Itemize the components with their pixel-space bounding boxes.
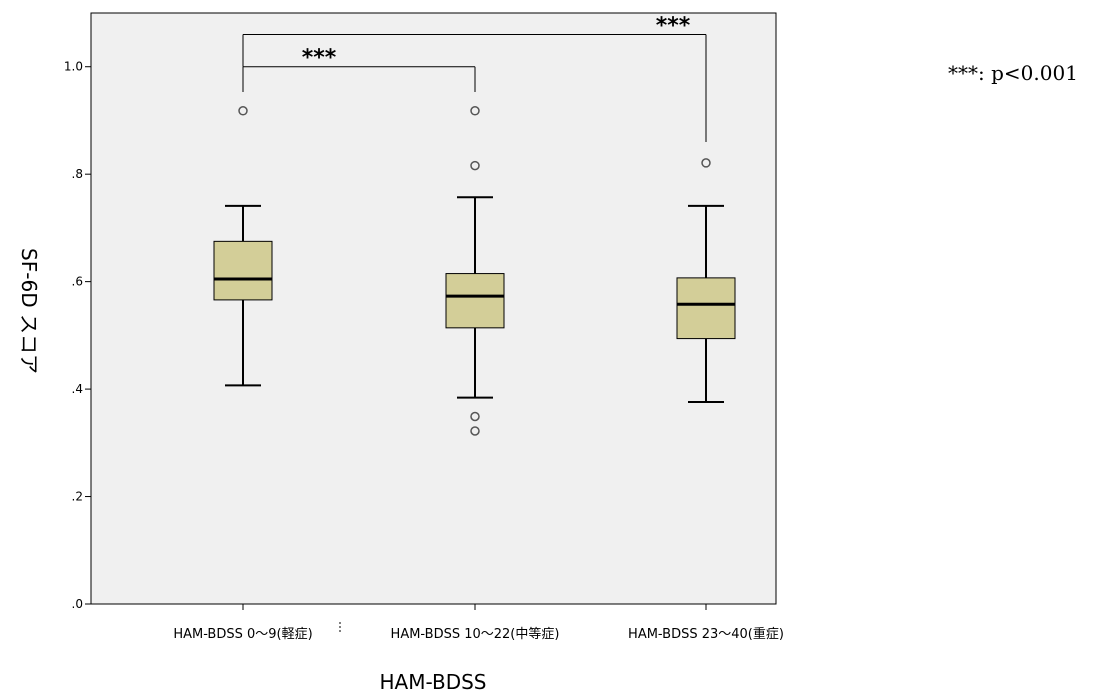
y-tick-label: .4 xyxy=(72,382,83,396)
iqr-box xyxy=(445,273,505,329)
significance-bracket-1: *** xyxy=(242,46,476,92)
significance-note: ***: p<0.001 xyxy=(948,61,1078,85)
significance-label: *** xyxy=(656,13,691,38)
x-axis-title: HAM-BDSS xyxy=(380,670,487,694)
x-category-label: HAM-BDSS 23〜40(重症) xyxy=(628,626,784,642)
y-tick-label: .0 xyxy=(72,597,83,611)
y-tick-label: .8 xyxy=(72,167,83,181)
outlier-point xyxy=(701,158,711,168)
outlier-point xyxy=(470,411,480,422)
iqr-box xyxy=(676,277,736,340)
iqr-box xyxy=(213,240,273,301)
significance-label: *** xyxy=(302,46,337,71)
box-3 xyxy=(676,158,736,403)
x-category-label: HAM-BDSS 0〜9(軽症) xyxy=(173,627,312,642)
y-axis: .0 .2 .4 .6 .8 1.0 xyxy=(64,60,91,611)
outlier-point xyxy=(470,426,480,436)
y-tick-label: .2 xyxy=(72,490,83,504)
box-series xyxy=(213,106,736,436)
y-tick-label: 1.0 xyxy=(64,60,83,74)
box-2 xyxy=(445,106,505,436)
x-category-label: HAM-BDSS 10〜22(中等症) xyxy=(391,626,560,642)
box-1 xyxy=(213,106,273,387)
y-tick-label: .6 xyxy=(72,275,83,289)
outlier-point xyxy=(470,106,480,116)
plot-area xyxy=(90,12,777,605)
significance-bracket-2: *** xyxy=(242,13,707,142)
x-axis: HAM-BDSS 0〜9(軽症) HAM-BDSS 10〜22(中等症) HAM-B… xyxy=(173,604,784,642)
outlier-point xyxy=(238,106,248,116)
significance-brackets: *** *** xyxy=(242,13,707,142)
y-axis-title: SF-6D スコア xyxy=(17,248,41,374)
outlier-point xyxy=(470,160,480,171)
